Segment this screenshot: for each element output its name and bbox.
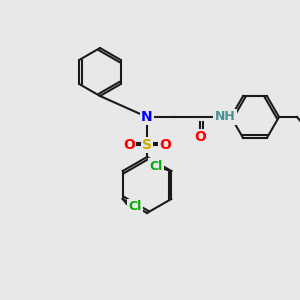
Text: O: O bbox=[123, 138, 135, 152]
Text: NH: NH bbox=[214, 110, 236, 124]
Text: N: N bbox=[141, 110, 153, 124]
Text: S: S bbox=[142, 138, 152, 152]
Text: Cl: Cl bbox=[150, 160, 163, 172]
Text: O: O bbox=[159, 138, 171, 152]
Text: Cl: Cl bbox=[128, 200, 141, 214]
Text: O: O bbox=[194, 130, 206, 144]
